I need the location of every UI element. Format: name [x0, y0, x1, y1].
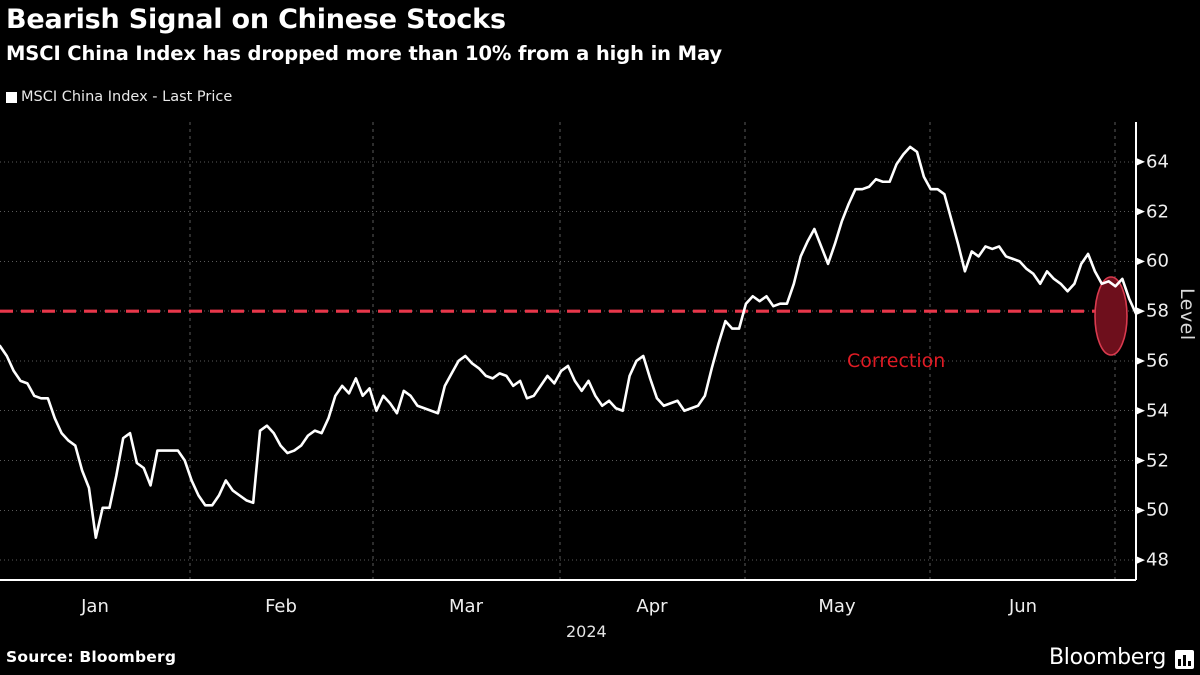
y-tick-major: [1136, 506, 1145, 515]
y-axis-title: Level: [1176, 288, 1198, 341]
correction-annotation: Correction: [847, 350, 946, 372]
chart-plot-area: [0, 122, 1145, 581]
y-tick-label: 50: [1146, 499, 1169, 521]
bloomberg-logo-icon: [1175, 650, 1194, 669]
y-tick-label: 54: [1146, 400, 1169, 422]
source-caption: Source: Bloomberg: [6, 648, 177, 666]
y-tick-major: [1136, 307, 1145, 316]
highlight-ellipse: [1094, 276, 1128, 356]
legend-swatch-icon: [6, 91, 17, 103]
y-tick-major: [1136, 356, 1145, 365]
x-tick-label: Feb: [265, 596, 297, 617]
y-tick-major: [1136, 257, 1145, 266]
bloomberg-wordmark: Bloomberg: [1049, 645, 1166, 670]
x-axis-title: 2024: [566, 622, 607, 641]
y-tick-major: [1136, 456, 1145, 465]
y-tick-label: 52: [1146, 450, 1169, 472]
chart-legend: MSCI China Index - Last Price: [6, 89, 232, 105]
legend-item-label: MSCI China Index - Last Price: [21, 89, 233, 105]
page-title: Bearish Signal on Chinese Stocks: [6, 4, 506, 35]
x-tick-label: Apr: [636, 596, 668, 617]
x-tick-label: Mar: [449, 596, 483, 617]
x-tick-label: Jun: [1008, 596, 1038, 617]
x-tick-label: Jan: [81, 596, 109, 617]
y-tick-major: [1136, 556, 1145, 565]
y-tick-label: 62: [1146, 201, 1169, 223]
y-tick-major: [1136, 406, 1145, 415]
y-tick-major: [1136, 157, 1145, 166]
x-tick-label: May: [818, 596, 856, 617]
y-tick-label: 56: [1146, 350, 1169, 372]
y-tick-label: 58: [1146, 300, 1169, 322]
series-line-msci-china-index: [0, 145, 1138, 539]
y-tick-label: 64: [1146, 151, 1169, 173]
page-subtitle: MSCI China Index has dropped more than 1…: [6, 42, 723, 65]
y-tick-major: [1136, 207, 1145, 216]
y-tick-label: 60: [1146, 250, 1169, 272]
y-tick-label: 48: [1146, 549, 1169, 571]
